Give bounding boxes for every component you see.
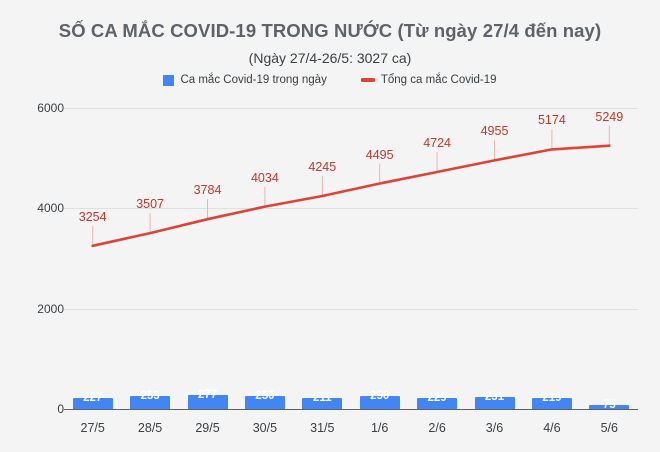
- x-axis-baseline: [64, 409, 638, 410]
- bar[interactable]: [531, 398, 572, 409]
- x-axis-tick-label: 4/6: [543, 421, 561, 435]
- legend-item-daily-cases[interactable]: Ca mắc Covid-19 trong ngày: [163, 74, 327, 86]
- line-value-label: 3784: [193, 183, 222, 198]
- bar-value-label: 250: [255, 390, 275, 403]
- x-axis-tick-label: 5/6: [600, 421, 618, 435]
- line-value-label: 4724: [423, 136, 451, 150]
- legend-bar-swatch-icon: [163, 74, 175, 86]
- bar-value-label: 231: [484, 391, 505, 404]
- bar-value-label: 75: [602, 399, 616, 412]
- line-value-label: 5174: [537, 113, 566, 128]
- bar[interactable]: [589, 405, 630, 409]
- bar-value-label: 229: [427, 391, 447, 404]
- y-axis-tick-label: 6000: [37, 101, 64, 115]
- bar[interactable]: [72, 397, 113, 409]
- legend-label-daily-cases: Ca mắc Covid-19 trong ngày: [180, 74, 327, 86]
- bar[interactable]: [244, 396, 285, 409]
- bar-value-label: 227: [83, 391, 103, 404]
- chart-subtitle: (Ngày 27/4-26/5: 3027 ca): [248, 50, 412, 66]
- line-value-label: 3507: [136, 197, 164, 212]
- chart-legend: Ca mắc Covid-19 trong ngày Tổng ca mắc C…: [0, 74, 660, 86]
- legend-line-swatch-icon: [360, 78, 375, 82]
- x-axis-tick-label: 29/5: [195, 421, 220, 435]
- bar[interactable]: [417, 397, 458, 409]
- bar[interactable]: [187, 395, 228, 409]
- line-value-label: 4034: [250, 170, 279, 185]
- x-axis-tick-label: 3/6: [485, 421, 504, 435]
- line-value-label: 5249: [595, 109, 624, 124]
- x-axis-tick-label: 31/5: [310, 421, 335, 435]
- legend-item-total-cases[interactable]: Tổng ca mắc Covid-19: [360, 74, 497, 86]
- line-value-label: 4495: [365, 147, 394, 162]
- x-axis-tick-label: 1/6: [370, 421, 389, 435]
- bar[interactable]: [359, 396, 400, 409]
- y-axis-tick-label: 2000: [37, 301, 64, 316]
- bar-value-label: 211: [313, 392, 332, 405]
- x-axis-tick-label: 2/6: [428, 421, 446, 435]
- x-axis-tick-label: 30/5: [252, 421, 278, 435]
- bar[interactable]: [474, 397, 515, 409]
- bar-value-label: 277: [197, 389, 218, 402]
- bar-value-label: 253: [140, 390, 160, 403]
- line-value-label: 3254: [78, 209, 107, 224]
- gridline: [64, 308, 638, 310]
- chart-title: SỐ CA MẮC COVID-19 TRONG NƯỚC (Từ ngày 2…: [58, 20, 602, 41]
- x-axis-tick-label: 27/5: [80, 421, 105, 435]
- bar[interactable]: [130, 396, 171, 409]
- bar-value-label: 250: [370, 390, 390, 403]
- bar-value-label: 219: [542, 392, 562, 404]
- x-axis-tick-label: 28/5: [137, 421, 163, 435]
- line-value-label: 4245: [308, 160, 337, 175]
- bar[interactable]: [302, 398, 343, 409]
- y-axis-tick-label: 4000: [37, 201, 64, 216]
- y-axis-tick-label: 0: [57, 402, 64, 416]
- line-value-label: 4955: [480, 124, 509, 139]
- gridline: [64, 108, 638, 109]
- legend-label-total-cases: Tổng ca mắc Covid-19: [380, 74, 497, 86]
